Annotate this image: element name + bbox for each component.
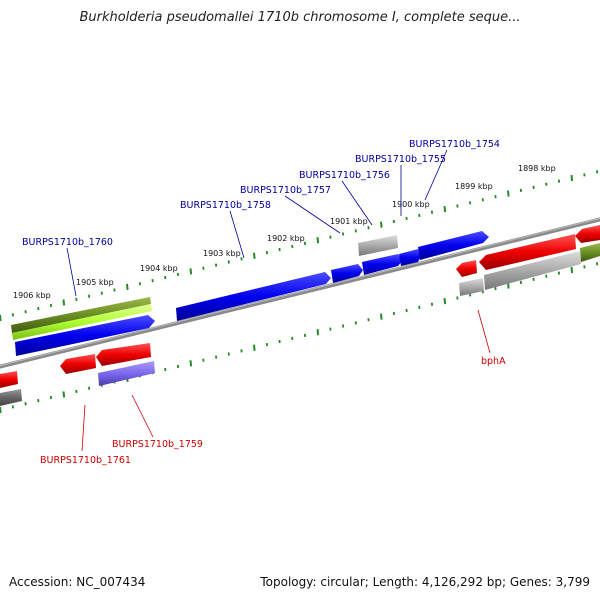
gene-grey-right[interactable] bbox=[484, 251, 581, 290]
gene-label-1757[interactable]: BURPS1710b_1757 bbox=[240, 185, 331, 196]
gene-red-left-edge[interactable] bbox=[0, 371, 18, 388]
gene-blue-1760[interactable] bbox=[15, 315, 155, 356]
scale-major-tick bbox=[0, 406, 2, 414]
gene-grey-bphA[interactable] bbox=[459, 278, 484, 296]
gene-blue-1755[interactable] bbox=[399, 249, 421, 266]
gene-darkgrey-left-edge[interactable] bbox=[0, 389, 22, 406]
reverse-gene-track bbox=[0, 225, 600, 406]
scale-major-tick bbox=[443, 205, 447, 213]
scale-major-tick bbox=[189, 268, 193, 275]
gene-label-1754[interactable]: BURPS1710b_1754 bbox=[409, 139, 500, 150]
tick-label: 1901 kbp bbox=[330, 217, 368, 226]
scale-major-tick bbox=[380, 313, 383, 320]
leader-line-1760 bbox=[66, 247, 77, 297]
upper-scale-dots bbox=[0, 170, 599, 322]
scale-major-tick bbox=[316, 237, 320, 244]
map-title: Burkholderia pseudomallei 1710b chromoso… bbox=[79, 10, 521, 25]
gene-olive-1760[interactable] bbox=[11, 297, 151, 333]
scale-major-tick bbox=[189, 360, 193, 367]
tick-label: 1899 kbp bbox=[455, 182, 493, 191]
tick-label: 1905 kbp bbox=[76, 278, 114, 287]
scale-major-tick bbox=[126, 283, 129, 290]
forward-gene-track bbox=[11, 231, 489, 356]
gene-label-1756[interactable]: BURPS1710b_1756 bbox=[299, 170, 390, 181]
scale-major-tick bbox=[443, 297, 447, 305]
gene-blue-1758[interactable] bbox=[176, 272, 331, 321]
chromosome-backbone bbox=[0, 217, 600, 369]
tick-label: 1898 kbp bbox=[518, 164, 556, 173]
gene-red-1759[interactable] bbox=[96, 343, 151, 366]
scale-major-tick bbox=[253, 344, 256, 351]
gene-blue-1756[interactable] bbox=[362, 254, 403, 275]
gene-red-bphA[interactable] bbox=[456, 260, 477, 277]
gene-label-bphA[interactable]: bphA bbox=[481, 356, 506, 367]
gene-lime-1760[interactable] bbox=[12, 304, 152, 340]
gene-grey-1756[interactable] bbox=[358, 235, 398, 256]
leader-line-1759 bbox=[131, 394, 154, 438]
scale-major-tick bbox=[570, 174, 574, 182]
leader-line-1761 bbox=[81, 404, 86, 452]
scale-major-tick bbox=[62, 391, 66, 398]
tick-label: 1906 kbp bbox=[13, 291, 51, 300]
scale-major-tick bbox=[570, 266, 574, 274]
scale-major-tick bbox=[380, 221, 383, 228]
gene-label-1759[interactable]: BURPS1710b_1759 bbox=[112, 439, 203, 450]
leader-line-1758 bbox=[229, 210, 245, 259]
gene-label-1760[interactable]: BURPS1710b_1760 bbox=[22, 237, 113, 248]
leader-line-bphA bbox=[477, 309, 491, 354]
leader-line-1754 bbox=[424, 149, 448, 201]
scale-major-tick bbox=[316, 329, 320, 336]
gene-olive-right[interactable] bbox=[580, 243, 600, 262]
leader-line-1756 bbox=[341, 180, 373, 226]
gene-blue-1754[interactable] bbox=[418, 231, 489, 260]
gene-label-1761[interactable]: BURPS1710b_1761 bbox=[40, 455, 131, 466]
tick-label: 1902 kbp bbox=[267, 234, 305, 243]
gene-label-1755[interactable]: BURPS1710b_1755 bbox=[355, 154, 446, 165]
leader-lines bbox=[66, 149, 491, 452]
gene-labels: BURPS1710b_1760 BURPS1710b_1758 BURPS171… bbox=[22, 139, 506, 466]
accession-text: Accession: NC_007434 bbox=[9, 575, 146, 589]
tick-label: 1904 kbp bbox=[140, 264, 178, 273]
scale-major-tick bbox=[507, 190, 510, 197]
scale-major-tick bbox=[62, 299, 66, 306]
gene-label-1758[interactable]: BURPS1710b_1758 bbox=[180, 200, 271, 211]
tick-label: 1900 kbp bbox=[392, 200, 430, 209]
topology-text: Topology: circular; Length: 4,126,292 bp… bbox=[260, 575, 590, 589]
chromosome-backbone-highlight bbox=[0, 217, 600, 367]
gene-purple-1759[interactable] bbox=[98, 361, 155, 386]
gene-red-right-2[interactable] bbox=[575, 225, 600, 243]
scale-major-tick bbox=[253, 252, 256, 259]
gene-red-1761[interactable] bbox=[60, 354, 96, 374]
leader-line-1757 bbox=[284, 195, 341, 234]
tick-labels: 1906 kbp 1905 kbp 1904 kbp 1903 kbp 1902… bbox=[13, 164, 556, 300]
gene-blue-1757[interactable] bbox=[331, 264, 363, 283]
scale-major-tick bbox=[0, 314, 2, 322]
gene-red-right-1[interactable] bbox=[479, 234, 576, 270]
tick-label: 1903 kbp bbox=[203, 249, 241, 258]
